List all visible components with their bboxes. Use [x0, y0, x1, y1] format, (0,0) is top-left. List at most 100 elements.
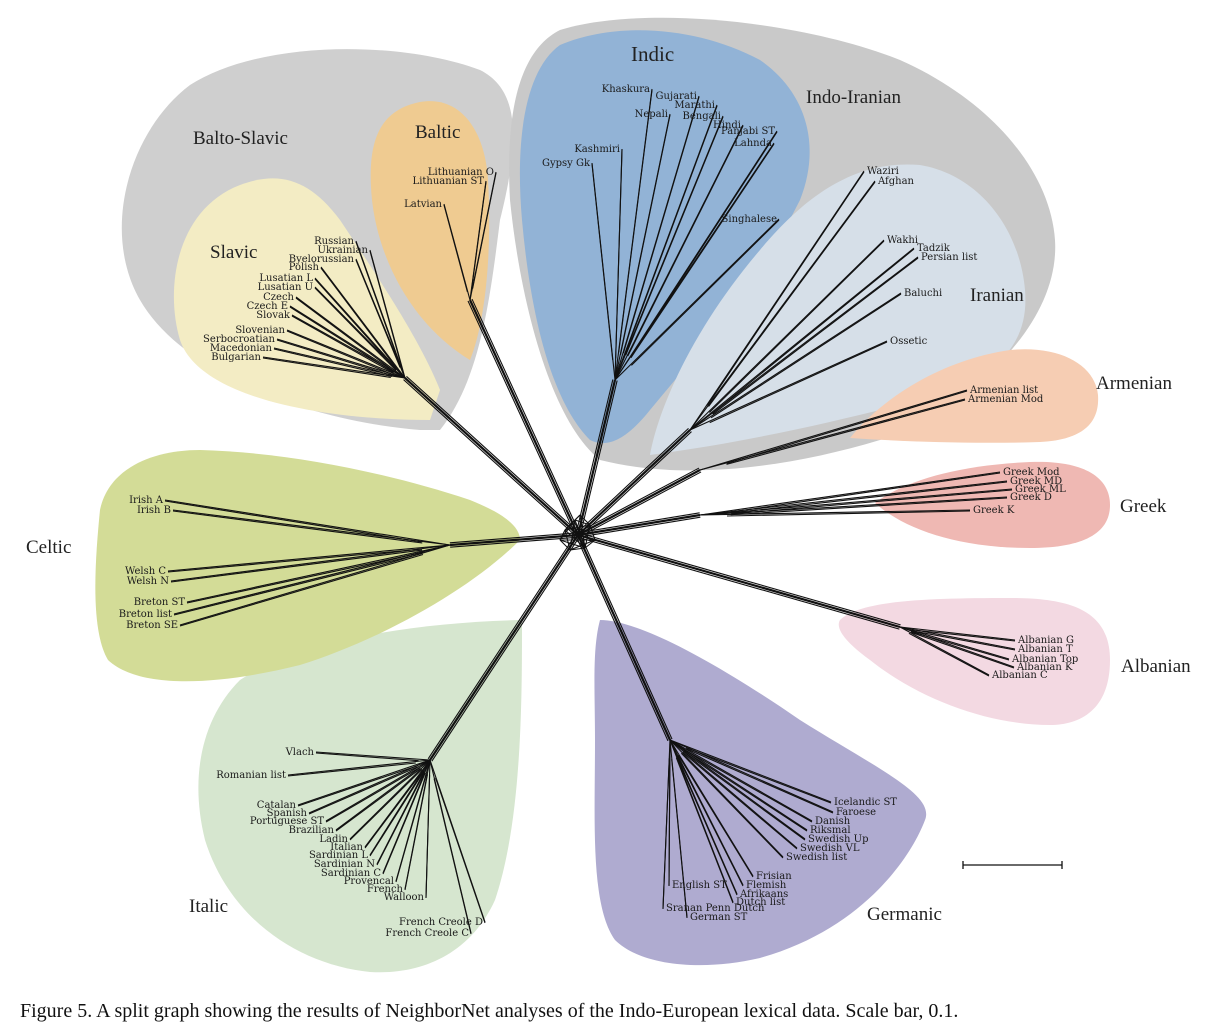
trunk-baltic [469, 299, 579, 536]
branch-indic-10-split [631, 219, 780, 366]
leaf-label: Ukrainian [318, 245, 369, 256]
leaf-label: Albanian Top [1011, 654, 1078, 665]
core-mesh [559, 539, 586, 549]
branch-indic-10 [614, 218, 780, 381]
branch-slavic-0-split [355, 241, 401, 366]
leaf-label: Ladin [319, 834, 348, 845]
leaf-label: Catalan [257, 800, 297, 811]
branch-germanic-6 [669, 739, 784, 858]
branch-italic-10-split [382, 772, 426, 875]
branch-slavic-3 [320, 266, 406, 379]
trunk-slavic-parallel [406, 375, 580, 534]
group-label-italic: Italic [189, 896, 228, 917]
trunk-celtic-parallel [449, 532, 578, 544]
branch-celtic-2 [167, 544, 451, 572]
leaf-label: Baluchi [904, 288, 942, 299]
branch-italic-3 [308, 759, 431, 814]
trunk-greek [577, 513, 701, 537]
branch-celtic-4 [186, 544, 451, 603]
branch-albanian-4 [899, 626, 990, 676]
branch-italic-9-split [376, 771, 426, 866]
leaf-label: Armenian list [969, 385, 1038, 396]
greek-region [875, 461, 1110, 548]
core-mesh [569, 519, 576, 551]
trunk-baltic-parallel [471, 298, 581, 535]
armenian-region [850, 349, 1099, 443]
branch-germanic-13-split [671, 759, 688, 919]
branch-celtic-0-split [164, 500, 422, 543]
network-branches [164, 88, 1016, 935]
branch-italic-6-split [349, 769, 423, 841]
trunk-armenian-parallel [578, 471, 702, 538]
leaf-label: Welsh C [125, 566, 166, 577]
core-mesh [569, 547, 586, 551]
branch-indic-7-split [630, 143, 775, 359]
leaf-label: Czech [263, 292, 294, 303]
branch-albanian-3 [899, 626, 1015, 668]
branch-slavic-11-split [273, 348, 393, 378]
branch-indic-4-split [625, 116, 724, 356]
leaf-label: Swedish Up [808, 834, 869, 845]
branch-italic-4-split [325, 767, 420, 823]
leaf-label: Vlach [285, 747, 315, 758]
branch-italic-12-split [404, 774, 429, 891]
branch-germanic-10-split [675, 757, 734, 904]
group-label-balto-slavic: Balto-Slavic [193, 128, 288, 149]
trunk-germanic [576, 534, 672, 741]
leaf-label: Albanian K [1016, 662, 1073, 673]
branch-italic-7 [364, 759, 431, 848]
leaf-label: Nepali [635, 109, 668, 120]
trunk-albanian [577, 533, 901, 629]
trunk-albanian-parallel-2 [578, 532, 901, 626]
branch-germanic-2-split [683, 749, 813, 823]
leaf-label: Danish [815, 816, 851, 827]
trunk-italic-parallel [427, 533, 577, 760]
trunk-germanic-parallel-2 [579, 533, 673, 740]
leaf-label: Armenian Mod [967, 394, 1044, 405]
branch-celtic-0 [164, 499, 451, 546]
leaf-label: Czech E [247, 301, 288, 312]
branch-italic-2-split [297, 765, 417, 807]
leaf-label: Breton SE [126, 620, 178, 631]
branch-italic-14-split [434, 777, 486, 924]
leaf-label: Provencal [344, 876, 394, 887]
leaf-label: Greek D [1010, 492, 1052, 503]
branch-italic-0 [315, 751, 431, 761]
leaf-label: Greek Mod [1003, 467, 1060, 478]
branch-slavic-9 [286, 329, 406, 379]
leaf-label: Sardinian N [314, 859, 375, 870]
branch-germanic-11-split [668, 755, 671, 887]
branch-slavic-8 [291, 314, 406, 379]
branch-indic-1-split [622, 96, 700, 354]
branch-slavic-4 [314, 277, 406, 379]
branch-italic-0-split [315, 752, 419, 762]
trunk-italic [429, 534, 579, 761]
branch-greek-2 [699, 488, 1013, 516]
leaf-label: Walloon [384, 892, 425, 903]
branch-italic-5-split [335, 768, 421, 832]
core-mesh [564, 514, 581, 531]
branch-greek-0-split [729, 472, 1001, 513]
branch-greek-1 [699, 480, 1008, 516]
branch-iranian-3-split [712, 248, 915, 414]
branch-baltic-2-split [443, 204, 468, 293]
leaf-label: Afrikaans [739, 889, 788, 900]
leaf-label: Afghan [877, 176, 915, 187]
trunk-indic-parallel-2 [575, 379, 614, 535]
branch-iranian-0 [689, 170, 865, 431]
branch-iranian-4 [689, 256, 919, 431]
leaf-label: Swedish VL [800, 843, 860, 854]
branch-greek-4 [699, 509, 971, 516]
branch-slavic-9-split [286, 330, 394, 376]
trunk-italic-parallel-2 [431, 535, 581, 762]
leaf-label: Russian [314, 236, 354, 247]
branch-iranian-2 [689, 239, 885, 431]
branch-germanic-3 [669, 739, 808, 831]
branch-celtic-6 [179, 544, 451, 626]
leaf-label: Greek ML [1015, 484, 1066, 495]
branch-germanic-6-split [680, 752, 784, 859]
leaf-label: Bulgarian [211, 352, 261, 363]
trunk-armenian [577, 469, 701, 536]
trunk-baltic-parallel-2 [467, 300, 577, 537]
core-mesh [579, 514, 586, 549]
